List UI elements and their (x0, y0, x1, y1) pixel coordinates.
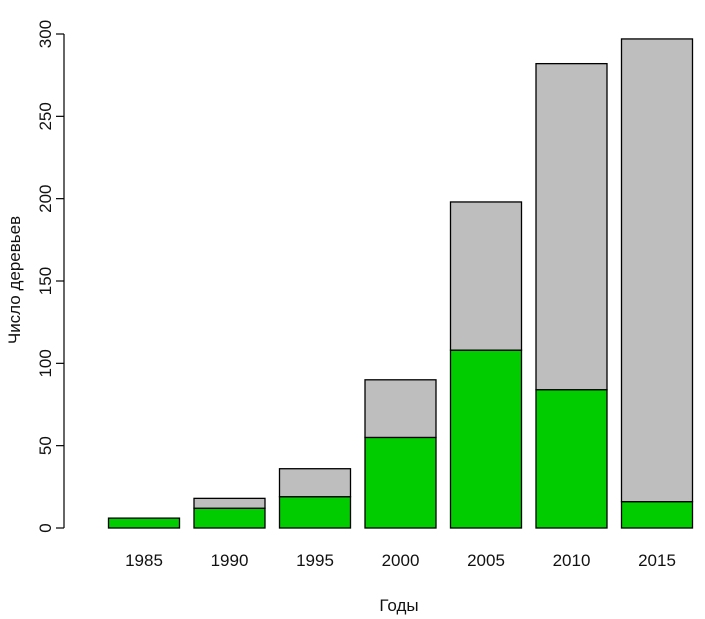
x-axis-title: Годы (379, 596, 418, 615)
bar-1990-segment-2 (193, 497, 266, 509)
y-tick-label-150: 150 (36, 267, 55, 295)
y-tick-label-300: 300 (36, 20, 55, 48)
y-tick-label-200: 200 (36, 184, 55, 212)
y-tick-label-100: 100 (36, 349, 55, 377)
bar-1995-segment-2 (278, 468, 352, 498)
bar-1990-segment-1 (193, 507, 266, 529)
bar-2015-segment-2 (620, 38, 694, 503)
bar-1985-segment-1 (107, 517, 181, 529)
x-tick-label-2000: 2000 (382, 551, 420, 570)
bar-2010-segment-2 (535, 62, 608, 391)
x-tick-label-2010: 2010 (553, 551, 591, 570)
x-tick-label-1995: 1995 (296, 551, 334, 570)
x-tick-label-1990: 1990 (211, 551, 249, 570)
x-axis-labels: 1985 1990 1995 2000 2005 2010 2015 (125, 551, 676, 570)
x-tick-label-2005: 2005 (467, 551, 505, 570)
bar-1995-segment-1 (278, 496, 352, 529)
y-axis-title: Число деревьев (5, 216, 24, 344)
bar-2015-segment-1 (620, 501, 694, 529)
bar-2000-segment-2 (364, 379, 437, 439)
x-tick-label-2015: 2015 (638, 551, 676, 570)
bars-layer (107, 38, 694, 529)
x-tick-label-1985: 1985 (125, 551, 163, 570)
y-tick-label-50: 50 (36, 436, 55, 455)
bar-2005-segment-2 (449, 201, 523, 351)
y-tick-label-0: 0 (36, 523, 55, 532)
y-axis-ticks: 0 50 100 150 200 250 300 (36, 20, 64, 533)
bar-2005-segment-1 (449, 349, 523, 529)
bar-2000-segment-1 (364, 436, 437, 529)
y-tick-label-250: 250 (36, 102, 55, 130)
bar-2010-segment-1 (535, 389, 608, 529)
